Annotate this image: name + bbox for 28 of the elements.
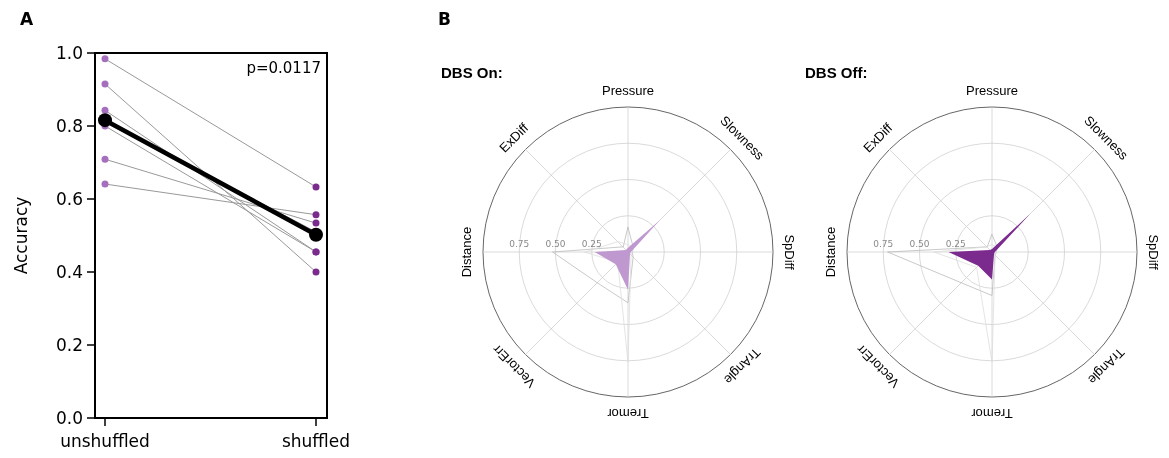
y-tick-label: 0.8 (55, 115, 83, 136)
chart-title: DBS Off: (805, 64, 868, 81)
y-tick-label: 0.75 (509, 239, 530, 249)
x-tick-label: unshuffled (60, 431, 150, 451)
text: B (438, 9, 451, 29)
y-axis-title: Accuracy (11, 196, 31, 275)
spoke-label: Tremor (606, 406, 649, 421)
chart-title: A (20, 9, 34, 29)
y-tick-label: 0.0 (55, 407, 83, 428)
chart-title: DBS On: (441, 64, 503, 81)
spoke-label: Tremor (970, 406, 1013, 421)
y-tick-label: 0.25 (581, 239, 602, 249)
spoke-label: SpDiff (782, 234, 797, 270)
y-tick-label: 0.50 (545, 239, 566, 249)
y-tick-label: 0.6 (55, 188, 83, 209)
spoke-label: Distance (459, 226, 474, 278)
y-tick-label: 0.25 (945, 239, 966, 249)
x-tick-label: shuffled (281, 431, 351, 451)
spoke-label: Pressure (965, 83, 1019, 98)
y-tick-label: 0.2 (55, 334, 83, 355)
y-tick-label: 0.4 (55, 261, 83, 282)
spoke-label: SpDiff (1146, 234, 1161, 270)
spoke-label: Pressure (601, 83, 655, 98)
y-tick-label: 0.75 (873, 239, 894, 249)
annotation: p=0.0117 (246, 59, 321, 77)
y-tick-label: 0.50 (909, 239, 930, 249)
y-tick-label: 1.0 (55, 42, 83, 63)
spoke-label: Distance (823, 226, 838, 278)
